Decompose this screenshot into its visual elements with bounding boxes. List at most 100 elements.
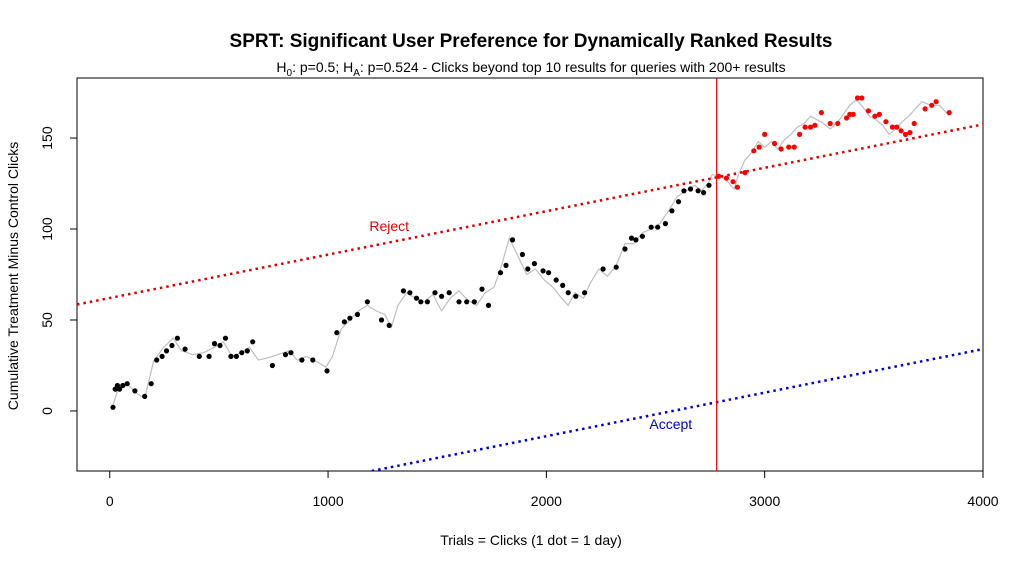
daily-point-after (844, 115, 850, 121)
reject-label: Reject (369, 218, 409, 234)
daily-point (613, 264, 619, 270)
daily-point-after (771, 140, 778, 147)
x-tick-label: 0 (106, 493, 114, 509)
daily-point-after (791, 144, 797, 150)
random-walk-line (111, 98, 949, 410)
daily-point (446, 290, 452, 296)
x-axis: 0 1000 2000 3000 4000 (106, 471, 999, 509)
daily-point (565, 290, 571, 296)
daily-point (531, 261, 538, 267)
daily-point-after (835, 120, 841, 127)
x-tick-label: 3000 (749, 493, 780, 509)
daily-point (695, 188, 701, 194)
daily-point (400, 288, 406, 294)
x-tick-label: 2000 (531, 493, 562, 509)
daily-point (299, 357, 305, 363)
daily-point-after (723, 175, 730, 181)
daily-point (546, 270, 552, 276)
x-axis-label: Trials = Clicks (1 dot = 1 day) (440, 532, 622, 548)
daily-point (681, 188, 687, 194)
daily-point (509, 237, 516, 243)
daily-point (124, 381, 130, 387)
daily-point-after (797, 131, 803, 137)
ha-symbol: H (343, 59, 353, 75)
daily-point (169, 342, 175, 349)
daily-point (282, 352, 289, 358)
daily-point (706, 182, 712, 188)
daily-point (479, 286, 485, 292)
y-tick-label: 50 (39, 312, 55, 328)
daily-point (211, 341, 218, 347)
daily-point (439, 293, 445, 299)
daily-point (182, 346, 188, 352)
daily-point-after (872, 113, 878, 119)
daily-point (354, 311, 361, 318)
daily-point (163, 348, 170, 354)
daily-point (701, 190, 707, 196)
daily-point-after (889, 124, 896, 130)
plot-area (77, 78, 983, 471)
daily-point (378, 317, 385, 323)
daily-point-after (907, 130, 913, 136)
daily-point (233, 353, 239, 359)
daily-point (600, 266, 606, 272)
daily-point (485, 302, 492, 308)
daily-point (675, 199, 682, 205)
daily-point (464, 299, 470, 305)
daily-point-after (756, 144, 762, 150)
daily-point (648, 224, 654, 230)
daily-point (471, 299, 477, 305)
daily-point (117, 386, 123, 392)
daily-point (239, 350, 245, 356)
daily-point-after (850, 111, 856, 117)
daily-point-after (730, 179, 736, 185)
daily-point (142, 393, 148, 399)
y-tick-label: 150 (39, 126, 55, 150)
daily-points-before (110, 182, 712, 410)
daily-point (456, 299, 462, 305)
daily-point (148, 381, 154, 387)
daily-point (269, 362, 275, 369)
daily-point-after (876, 111, 882, 117)
daily-point (364, 299, 370, 305)
x-tick-label: 1000 (312, 493, 343, 509)
daily-point (288, 350, 294, 356)
daily-point-after (854, 95, 861, 101)
daily-point (413, 295, 420, 301)
daily-point-after (898, 128, 904, 134)
daily-point-after (894, 124, 900, 130)
daily-point-after (883, 119, 889, 125)
daily-point (503, 262, 509, 268)
daily-point (250, 339, 256, 345)
daily-point-after (751, 148, 757, 154)
daily-point (553, 277, 559, 283)
daily-point-after (902, 131, 909, 137)
plot-frame (76, 77, 984, 472)
daily-point (424, 299, 430, 305)
daily-point-after (778, 146, 784, 152)
daily-point-after (807, 124, 814, 130)
daily-point-after (946, 110, 952, 116)
daily-point-after (929, 102, 935, 108)
x-tick-label: 4000 (967, 493, 998, 509)
daily-point (154, 357, 160, 363)
daily-point (540, 268, 546, 274)
daily-point-after (786, 144, 792, 150)
chart-subtitle: H0: p=0.5; HA: p=0.524 - Clicks beyond t… (276, 59, 785, 79)
daily-point (497, 270, 504, 276)
daily-point (418, 299, 424, 305)
daily-point (217, 342, 223, 349)
daily-point (639, 233, 646, 239)
daily-point (110, 404, 116, 410)
daily-point (347, 315, 353, 321)
daily-point (222, 335, 229, 341)
h0-subscript: 0 (287, 68, 293, 79)
daily-point-after (812, 122, 818, 128)
daily-point (244, 348, 250, 354)
daily-point-after (911, 120, 917, 127)
daily-point (174, 335, 180, 341)
accept-label: Accept (649, 416, 692, 432)
daily-point-after (865, 108, 872, 114)
daily-point-after (827, 120, 833, 127)
daily-point (628, 235, 635, 241)
